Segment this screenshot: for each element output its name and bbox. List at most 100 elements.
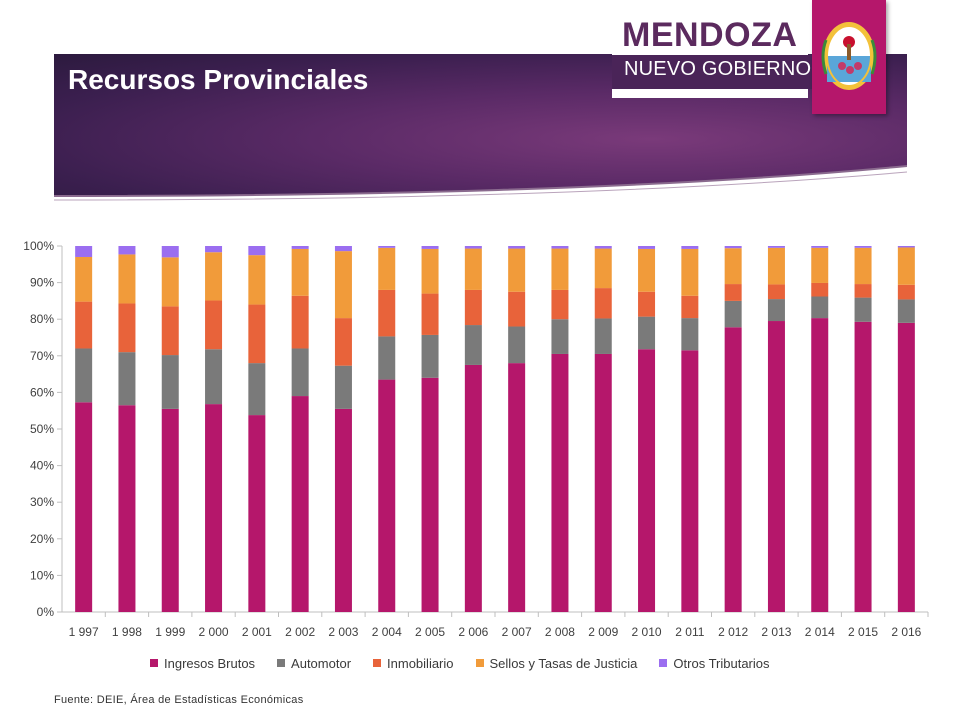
bar-segment — [248, 246, 266, 256]
bar-segment — [551, 248, 569, 290]
legend-swatch — [475, 659, 484, 667]
bar-segment — [118, 352, 136, 406]
y-tick-label: 60% — [30, 385, 54, 399]
x-tick-label: 2 001 — [242, 625, 272, 639]
bar-segment — [75, 402, 93, 612]
bar-segment — [334, 408, 352, 612]
logo-sub-text: NUEVO GOBIERNO — [624, 58, 812, 80]
legend-swatch — [659, 659, 668, 667]
bar-segment — [767, 246, 785, 248]
bar-segment — [205, 246, 223, 253]
x-tick-label: 1 999 — [155, 625, 185, 639]
bar-segment — [811, 282, 829, 297]
bar-segment — [897, 246, 915, 248]
bar-segment — [378, 336, 396, 380]
bar-segment — [161, 355, 179, 409]
bar-segment — [161, 257, 179, 307]
banner-curve — [54, 165, 907, 220]
legend-swatch — [373, 659, 382, 667]
bar-segment — [421, 248, 439, 294]
bar-segment — [291, 295, 309, 349]
bar-segment — [638, 291, 656, 317]
bar-segment — [811, 296, 829, 319]
bar-segment — [767, 284, 785, 300]
bar-segment — [161, 408, 179, 612]
logo-main-text: MENDOZA — [622, 16, 798, 54]
bar-segment — [594, 288, 612, 319]
bar-segment — [464, 325, 482, 365]
bar-segment — [724, 300, 742, 328]
y-tick-label: 30% — [30, 495, 54, 509]
bar-segment — [291, 248, 309, 296]
bar-segment — [854, 247, 872, 285]
y-tick-label: 50% — [30, 422, 54, 436]
y-tick-label: 40% — [30, 459, 54, 473]
x-tick-label: 1 998 — [112, 625, 142, 639]
legend-item: Otros Tributarios — [659, 656, 770, 671]
bar-segment — [205, 404, 223, 612]
legend-item: Ingresos Brutos — [150, 656, 255, 671]
legend-swatch — [150, 659, 158, 667]
crest-box — [812, 0, 886, 114]
bar-segment — [248, 304, 266, 364]
bar-segment — [897, 322, 915, 612]
bar-segment — [118, 405, 136, 612]
bar-segment — [378, 247, 396, 290]
x-tick-label: 2 002 — [285, 625, 315, 639]
x-tick-label: 1 997 — [69, 625, 99, 639]
bar-segment — [334, 246, 352, 252]
legend-item: Sellos y Tasas de Justicia — [475, 656, 637, 671]
bar-segment — [854, 284, 872, 298]
bar-segment — [118, 254, 136, 304]
bar-segment — [75, 256, 93, 302]
bar-segment — [508, 326, 526, 364]
bar-segment — [897, 299, 915, 323]
bar-segment — [378, 379, 396, 612]
x-tick-label: 2 011 — [675, 625, 704, 639]
bar-segment — [421, 334, 439, 378]
y-tick-label: 90% — [30, 276, 54, 290]
x-tick-label: 2 010 — [632, 625, 662, 639]
bar-segment — [464, 246, 482, 249]
x-tick-label: 2 009 — [588, 625, 618, 639]
bar-segment — [421, 377, 439, 612]
y-tick-label: 10% — [30, 568, 54, 582]
logo-sub-band — [612, 55, 814, 89]
x-tick-label: 2 007 — [502, 625, 532, 639]
bar-segment — [638, 246, 656, 249]
x-tick-label: 2 006 — [458, 625, 488, 639]
bar-segment — [161, 246, 179, 258]
bar-segment — [681, 318, 699, 351]
bar-segment — [248, 255, 266, 305]
bar-segment — [638, 248, 656, 292]
bar-segment — [594, 248, 612, 289]
bar-segment — [161, 306, 179, 356]
bar-segment — [811, 246, 829, 248]
bar-segment — [291, 396, 309, 612]
bar-segment — [594, 246, 612, 249]
bar-segment — [291, 348, 309, 397]
bar-segment — [118, 246, 136, 255]
x-tick-label: 2 012 — [718, 625, 748, 639]
bar-segment — [464, 248, 482, 290]
bar-segment — [205, 300, 223, 350]
bar-segment — [248, 415, 266, 612]
bar-segment — [897, 284, 915, 300]
bar-segment — [594, 353, 612, 612]
bar-segment — [854, 246, 872, 248]
x-tick-label: 2 000 — [199, 625, 229, 639]
bar-segment — [724, 246, 742, 249]
bar-segment — [724, 284, 742, 301]
y-tick-label: 20% — [30, 532, 54, 546]
x-tick-label: 2 013 — [761, 625, 791, 639]
bar-segment — [767, 321, 785, 612]
y-tick-label: 0% — [37, 605, 55, 619]
bar-segment — [291, 246, 309, 249]
bar-segment — [334, 365, 352, 409]
bar-segment — [508, 248, 526, 292]
bar-segment — [854, 297, 872, 322]
legend-label: Ingresos Brutos — [164, 655, 256, 671]
bar-segment — [378, 289, 396, 337]
bar-segment — [638, 349, 656, 612]
x-tick-label: 2 015 — [848, 625, 878, 639]
